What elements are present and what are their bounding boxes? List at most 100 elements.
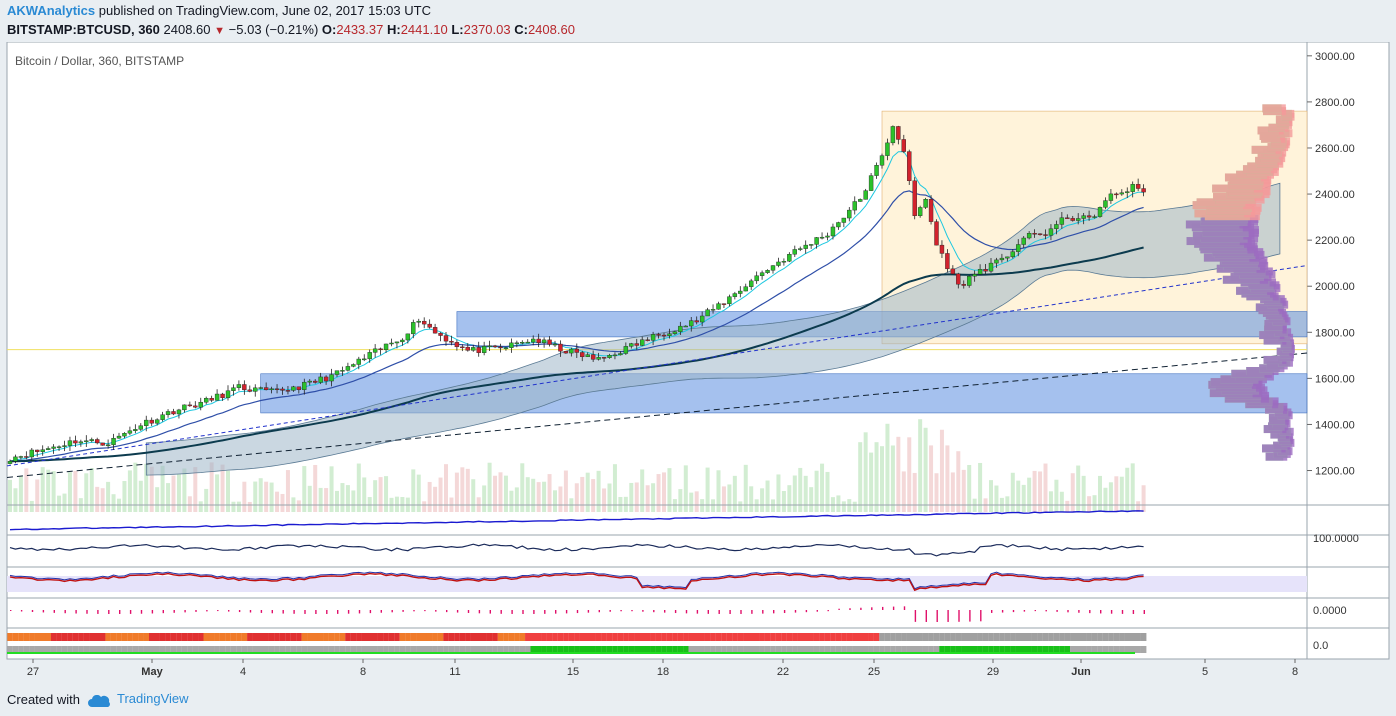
histogram-bar <box>674 610 677 614</box>
ribbon-segment <box>655 646 662 653</box>
ribbon-segment <box>884 633 891 641</box>
ribbon-segment <box>764 633 771 641</box>
volume-bar <box>122 481 127 512</box>
ribbon-segment <box>263 633 269 641</box>
ribbon-segment <box>961 633 967 641</box>
candle-body <box>727 296 732 305</box>
candle-body <box>656 334 661 336</box>
candle-body <box>858 199 863 202</box>
candle <box>432 323 438 334</box>
histogram-bar <box>304 610 306 614</box>
tradingview-brand-link[interactable]: TradingView <box>117 691 189 706</box>
candle <box>465 343 470 352</box>
ribbon-segment <box>661 646 667 653</box>
ribbon-segment <box>165 646 171 653</box>
ribbon-segment <box>1108 633 1114 641</box>
candle <box>743 283 748 292</box>
ribbon-segment <box>906 646 913 653</box>
candle <box>705 307 710 317</box>
candle-body <box>1141 188 1146 193</box>
candle <box>100 442 105 446</box>
volume-bar <box>574 483 579 512</box>
ribbon-segment <box>143 646 150 653</box>
volume-bar <box>841 501 846 512</box>
ribbon-segment <box>786 633 793 641</box>
ribbon-segment <box>208 646 215 653</box>
histogram-bar <box>598 610 600 613</box>
price-chart[interactable]: 3000.00 2800.00 2600.00 2400.00 2200.00 2000.… <box>0 42 1396 688</box>
time-tick-label: 8 <box>1292 666 1298 678</box>
candle <box>983 264 988 274</box>
candle <box>62 440 67 452</box>
ribbon-segment <box>416 633 422 641</box>
volume-bar <box>73 471 78 512</box>
candle-body <box>247 389 253 392</box>
ribbon-segment <box>159 633 166 641</box>
histogram-bar <box>195 610 197 612</box>
price-tick-label: 1200.00 <box>1315 466 1355 478</box>
candle <box>1054 220 1059 235</box>
ribbon-segment <box>1015 633 1022 641</box>
histogram-bar <box>1067 610 1069 613</box>
cloud-logo-icon[interactable] <box>88 695 112 708</box>
histogram-bar <box>1001 610 1004 613</box>
volume-bar <box>683 465 688 512</box>
candle-body <box>62 445 67 447</box>
ribbon-segment <box>236 633 242 641</box>
volume-bar <box>247 501 252 512</box>
volume-bar <box>700 499 705 512</box>
candle <box>394 341 400 349</box>
ribbon-segment <box>933 633 940 641</box>
ribbon-segment <box>110 633 117 641</box>
volume-bar <box>602 488 607 512</box>
candle-body <box>667 333 672 336</box>
ribbon-segment <box>50 633 57 641</box>
candle <box>400 338 405 346</box>
indicator-line <box>9 510 1144 531</box>
histogram-bar <box>773 610 775 614</box>
ribbon-segment <box>263 646 269 653</box>
volume-bar <box>444 464 448 512</box>
ribbon-segment <box>99 633 106 641</box>
ribbon-segment <box>612 646 618 653</box>
volume-bar <box>667 468 672 512</box>
candle <box>334 370 340 377</box>
candle <box>78 439 84 447</box>
ribbon-segment <box>928 633 934 641</box>
histogram-bar <box>892 606 895 610</box>
ribbon-segment <box>617 633 624 641</box>
ribbon-segment <box>1124 646 1131 653</box>
candle-body <box>1125 191 1130 193</box>
candle <box>754 271 759 284</box>
ribbon-segment <box>334 646 340 653</box>
candle-body <box>1032 233 1037 235</box>
histogram-bar <box>358 610 361 614</box>
ribbon-segment <box>176 646 182 653</box>
ribbon-segment <box>7 646 13 653</box>
down-triangle-icon: ▼ <box>214 25 226 37</box>
price-axis-pane[interactable] <box>1306 42 1390 660</box>
histogram-bar <box>696 610 699 614</box>
ribbon-segment <box>127 646 133 653</box>
volume-bar <box>694 491 699 512</box>
volume-bar <box>809 487 814 512</box>
volume-bar <box>460 467 465 512</box>
candle-body <box>580 352 585 357</box>
author-link[interactable]: AKWAnalytics <box>7 3 96 18</box>
candle-body <box>253 387 258 392</box>
ribbon-segment <box>192 633 199 641</box>
ribbon-segment <box>792 633 798 641</box>
candle <box>1119 189 1125 196</box>
candle-body <box>623 346 629 354</box>
candle-body <box>329 374 334 382</box>
volume-bar <box>563 470 568 512</box>
candle <box>193 401 198 409</box>
histogram-bar <box>685 610 688 614</box>
candle <box>291 385 296 392</box>
candle <box>531 335 536 346</box>
candle-body <box>1021 237 1026 245</box>
candle-body <box>1010 251 1015 258</box>
ribbon-segment <box>296 633 302 641</box>
candle-body <box>879 155 885 166</box>
volume-bar <box>939 429 944 512</box>
